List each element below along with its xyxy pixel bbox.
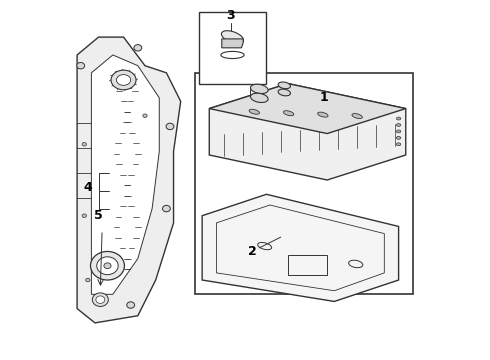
Ellipse shape: [92, 293, 108, 306]
Ellipse shape: [86, 278, 90, 282]
Ellipse shape: [82, 214, 86, 217]
Ellipse shape: [104, 263, 111, 269]
Ellipse shape: [318, 112, 328, 117]
Bar: [288, 255, 327, 275]
Ellipse shape: [396, 136, 401, 139]
Polygon shape: [77, 37, 181, 323]
Ellipse shape: [250, 84, 268, 94]
Text: 2: 2: [248, 245, 257, 258]
Ellipse shape: [134, 45, 142, 51]
Ellipse shape: [396, 130, 401, 133]
Ellipse shape: [278, 89, 291, 96]
Ellipse shape: [166, 123, 174, 130]
Ellipse shape: [111, 70, 136, 90]
Ellipse shape: [91, 251, 124, 280]
Ellipse shape: [278, 82, 291, 89]
Polygon shape: [202, 194, 398, 301]
Ellipse shape: [250, 93, 268, 103]
Text: 3: 3: [226, 9, 235, 22]
Polygon shape: [92, 55, 159, 294]
Bar: [195, 73, 413, 294]
Polygon shape: [209, 84, 406, 134]
Ellipse shape: [97, 257, 118, 275]
Ellipse shape: [396, 117, 401, 120]
Bar: [198, 12, 267, 84]
Ellipse shape: [396, 123, 401, 126]
Ellipse shape: [82, 143, 86, 146]
Ellipse shape: [249, 109, 260, 114]
Polygon shape: [209, 84, 406, 180]
Ellipse shape: [396, 143, 401, 146]
Ellipse shape: [163, 205, 171, 212]
Ellipse shape: [127, 302, 135, 308]
Text: 1: 1: [319, 91, 328, 104]
Ellipse shape: [96, 296, 105, 303]
Ellipse shape: [283, 111, 294, 116]
Ellipse shape: [221, 51, 244, 59]
Text: 4: 4: [83, 181, 92, 194]
Polygon shape: [222, 39, 243, 48]
Ellipse shape: [221, 31, 244, 44]
Text: 5: 5: [94, 209, 103, 222]
Ellipse shape: [352, 113, 363, 118]
Ellipse shape: [143, 114, 147, 117]
Ellipse shape: [117, 75, 131, 85]
Ellipse shape: [77, 63, 85, 69]
